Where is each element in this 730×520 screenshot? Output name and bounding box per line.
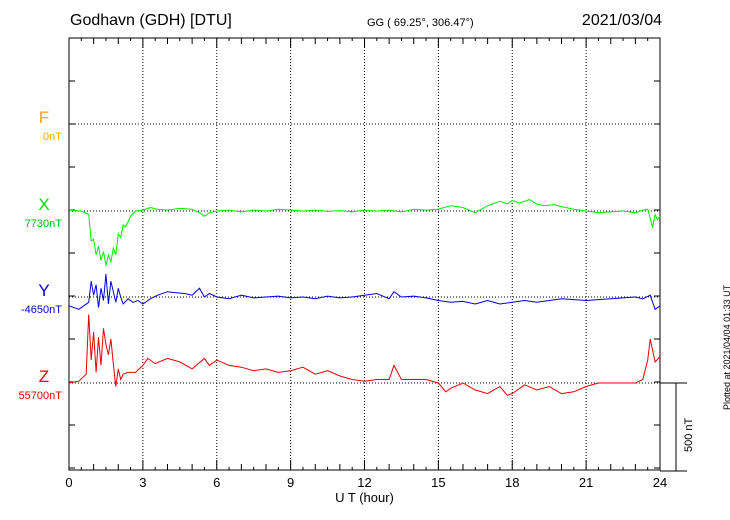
component-label-f: F [38,108,50,127]
series-line-z [68,314,661,396]
baseline-label-y: -4650nT [21,304,62,316]
geographic-coordinates: GG ( 69.25°, 306.47°) [367,17,474,29]
scale-bar-label: 500 nT [683,417,695,452]
x-tick-label: 15 [431,475,445,490]
baseline-label-x: 7730nT [24,218,62,230]
component-label-y: Y [38,281,50,300]
x-axis-label: U T (hour) [335,490,394,505]
series-line-x [68,199,661,266]
x-tick-label: 9 [287,475,294,490]
component-label-z: Z [38,367,50,386]
x-tick-label: 12 [357,475,371,490]
series-line-y [68,274,661,311]
baseline-label-f: 0nT [43,131,62,143]
station-title: Godhavn (GDH) [DTU] [70,12,232,29]
baseline-label-z: 55700nT [18,390,62,402]
x-tick-label: 24 [653,475,667,490]
x-tick-label: 18 [505,475,519,490]
x-tick-label: 21 [579,475,593,490]
x-tick-label: 0 [65,475,72,490]
component-label-x: X [38,195,50,214]
x-tick-label: 3 [139,475,146,490]
plot-date: 2021/03/04 [581,12,662,29]
x-tick-label: 6 [213,475,220,490]
plotted-timestamp: Plotted at 2021/04/04 01:33 UT [722,284,730,410]
